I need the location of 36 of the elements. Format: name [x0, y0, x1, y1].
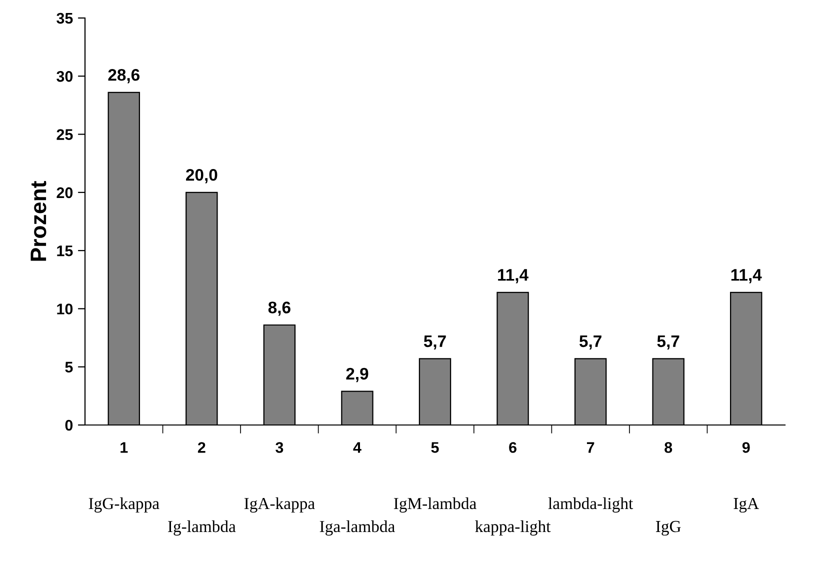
x-tick-label: 7: [586, 442, 594, 453]
data-label: 11,4: [731, 269, 762, 284]
y-tick-label: 5: [65, 362, 73, 373]
text: IgG: [656, 520, 681, 536]
text: Ig-lambda: [168, 520, 236, 536]
data-label: 20,0: [186, 169, 218, 184]
x-tick-label: 3: [276, 442, 284, 453]
y-tick-label: 20: [56, 187, 73, 198]
text: kappa-light: [475, 520, 551, 536]
data-label: 5,7: [579, 335, 602, 350]
x-tick-label: 1: [120, 442, 128, 453]
y-tick-label: 35: [56, 12, 73, 24]
text: lambda-light: [548, 497, 634, 513]
text: IgA-kappa: [244, 497, 315, 513]
y-tick-label: 10: [57, 304, 73, 314]
x-tick-label: 9: [742, 442, 750, 453]
data-label: 11,4: [498, 269, 528, 284]
y-axis-title: Prozent: [30, 181, 46, 261]
text: IgM-lambda: [394, 497, 476, 513]
data-label: 5,7: [657, 335, 680, 350]
data-label: 28,6: [108, 68, 140, 84]
text: IgA: [734, 498, 759, 513]
x-tick-label: 4: [353, 442, 362, 453]
y-tick-label: 25: [56, 129, 73, 140]
data-label: 2,9: [346, 368, 368, 382]
x-tick-label: 2: [198, 442, 206, 453]
y-tick-label: 0: [65, 420, 73, 431]
x-tick-label: 8: [664, 442, 672, 453]
text: Iga-lambda: [320, 520, 395, 536]
x-tick-label: 6: [509, 442, 516, 453]
text: IgG-kappa: [88, 497, 160, 513]
y-tick-label: 15: [57, 246, 73, 256]
data-label: 8,6: [268, 302, 290, 316]
data-label: 5,7: [424, 335, 446, 350]
y-tick-label: 30: [56, 71, 73, 82]
x-tick-label: 5: [431, 442, 439, 453]
